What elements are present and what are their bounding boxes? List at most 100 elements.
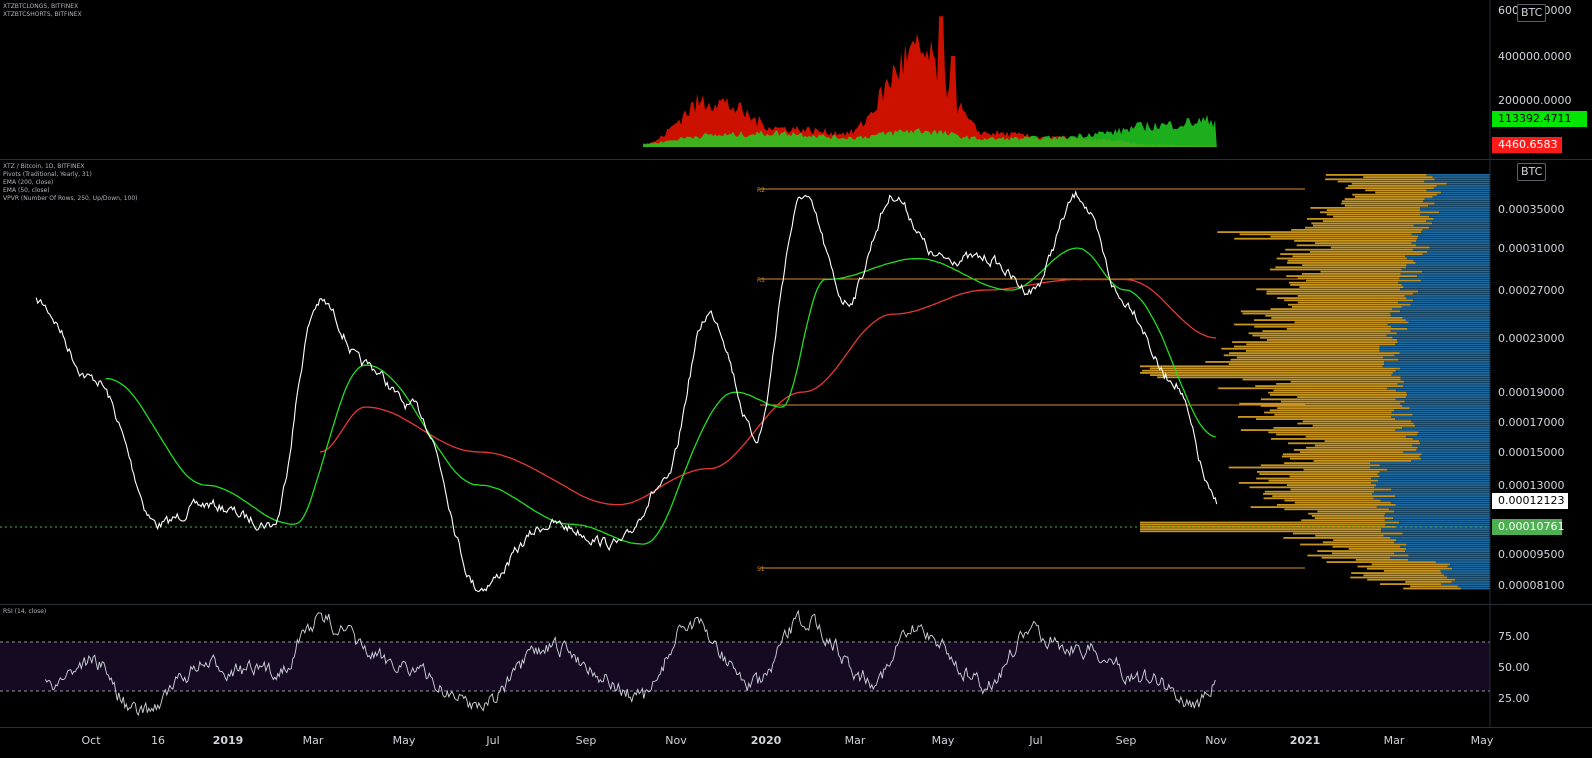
- vpvr-bar-down: [1262, 330, 1391, 332]
- vpvr-bar-down: [1274, 413, 1413, 416]
- vpvr-bar-down: [1284, 462, 1370, 464]
- time-axis[interactable]: Oct 16 2019 Mar May Jul Sep Nov 2020 Mar May Jul Sep…: [0, 728, 1592, 758]
- vpvr-bar-up: [1406, 297, 1490, 299]
- vpvr-bar-up: [1423, 200, 1490, 203]
- vpvr-bar-down: [1331, 552, 1395, 555]
- vpvr-bar-down: [1354, 196, 1433, 198]
- vpvr-bar-up: [1376, 484, 1490, 486]
- vpvr-bar-up: [1400, 288, 1490, 291]
- vpvr-bar-down: [1344, 198, 1425, 200]
- vpvr-bar-down: [1246, 343, 1396, 346]
- vpvr-bar-up: [1406, 548, 1490, 550]
- time-axis-label: May: [932, 734, 955, 747]
- vpvr-bar-up: [1411, 233, 1490, 236]
- vpvr-bar-down: [1286, 328, 1408, 330]
- vpvr-bar-down: [1302, 420, 1411, 423]
- shorts-area: [643, 16, 1217, 147]
- pane-separator[interactable]: [0, 159, 1592, 160]
- vpvr-bar-up: [1394, 510, 1490, 513]
- vpvr-bar-down: [1284, 499, 1381, 502]
- vpvr-bar-up: [1434, 202, 1490, 205]
- vpvr-bar-up: [1407, 328, 1490, 330]
- vpvr-bar-down: [1289, 475, 1380, 478]
- vpvr-bar-up: [1399, 521, 1490, 524]
- time-axis-label: 16: [151, 734, 165, 747]
- vpvr-bar-down: [1333, 539, 1397, 541]
- vpvr-bar-down: [1263, 493, 1373, 495]
- vpvr-bar-up: [1382, 365, 1490, 368]
- vpvr-bar-down: [1272, 495, 1396, 497]
- vpvr-bar-up: [1404, 380, 1490, 383]
- vpvr-bar-down: [1234, 323, 1388, 326]
- vpvr-bar-up: [1370, 462, 1490, 464]
- vpvr-bar-up: [1412, 444, 1490, 447]
- vpvr-bar-up: [1410, 303, 1490, 306]
- vpvr-bar-up: [1379, 350, 1490, 352]
- vpvr-bar-down: [1140, 521, 1400, 524]
- rsi-pane[interactable]: RSI (14, close) 75.00 50.00 25.00: [0, 605, 1592, 727]
- vpvr-bar-up: [1403, 286, 1490, 288]
- vpvr-bar-up: [1384, 363, 1490, 365]
- vpvr-bar-up: [1428, 215, 1490, 218]
- vpvr-bar-down: [1230, 358, 1399, 361]
- vpvr-bar-down: [1242, 312, 1391, 315]
- vpvr-bar-down: [1299, 451, 1403, 453]
- vpvr-bar-up: [1424, 180, 1490, 183]
- vpvr-bar-up: [1390, 312, 1490, 315]
- vpvr-bar-down: [1304, 226, 1430, 229]
- pane-separator[interactable]: [0, 604, 1592, 605]
- price-pane[interactable]: XTZ / Bitcoin, 1D, BITFINEX Pivots (Trad…: [0, 160, 1592, 604]
- vpvr-bar-down: [1290, 488, 1392, 491]
- vpvr-bar-up: [1400, 545, 1490, 548]
- currency-button[interactable]: BTC: [1517, 163, 1547, 181]
- time-axis-label: Sep: [576, 734, 597, 747]
- vpvr-bar-up: [1376, 506, 1490, 508]
- vpvr-bar-down: [1284, 299, 1414, 302]
- vpvr-bar-down: [1260, 398, 1396, 401]
- rsi-chart: 75.00 50.00 25.00: [0, 605, 1530, 727]
- vpvr-bar-down: [1142, 369, 1396, 372]
- currency-button[interactable]: BTC: [1517, 4, 1547, 22]
- vpvr-bar-down: [1341, 200, 1424, 203]
- vpvr-bar-down: [1300, 543, 1407, 546]
- vpvr-bar-up: [1413, 224, 1490, 227]
- vpvr-bar-up: [1394, 409, 1490, 412]
- time-axis-label: 2021: [1290, 734, 1321, 747]
- vpvr-bar-up: [1387, 387, 1490, 390]
- vpvr-bar-up: [1397, 341, 1490, 343]
- vpvr-bar-up: [1392, 308, 1490, 310]
- vpvr-bar-down: [1140, 372, 1393, 374]
- vpvr-bar-up: [1451, 581, 1490, 583]
- time-axis-label: 2020: [751, 734, 782, 747]
- vpvr-bar-down: [1286, 484, 1377, 486]
- vpvr-bar-down: [1288, 281, 1399, 284]
- vpvr-bar-down: [1290, 284, 1402, 286]
- vpvr-bar-up: [1391, 416, 1490, 418]
- vpvr-bar-up: [1393, 517, 1490, 519]
- time-axis-label: Nov: [1205, 734, 1227, 747]
- vpvr-bar-down: [1305, 446, 1418, 449]
- vpvr-bar-up: [1405, 255, 1490, 258]
- time-axis-label: Sep: [1116, 734, 1137, 747]
- vpvr-bar-down: [1379, 583, 1442, 585]
- rsi-legend: RSI (14, close): [3, 608, 46, 616]
- vpvr-bar-down: [1293, 449, 1417, 451]
- vpvr-bar-down: [1288, 303, 1411, 306]
- vpvr-bar-up: [1417, 433, 1490, 436]
- vpvr-bar-down: [1303, 468, 1388, 471]
- vpvr-bar-up: [1405, 550, 1490, 552]
- vpvr-bar-up: [1377, 473, 1490, 475]
- vpvr-bar-down: [1260, 464, 1380, 467]
- vpvr-bar-up: [1406, 391, 1490, 394]
- longs-shorts-pane[interactable]: XTZBTCLONGS, BITFINEX XTZBTCSHORTS, BITF…: [0, 0, 1592, 159]
- time-axis-labels: Oct 16 2019 Mar May Jul Sep Nov 2020 Mar May Jul Sep…: [81, 734, 1493, 747]
- vpvr-bar-down: [1314, 242, 1412, 244]
- price-chart: R2 R1 S1 0.00035000 0.00031000 0.0002700…: [0, 160, 1564, 604]
- vpvr-bar-up: [1435, 561, 1490, 563]
- vpvr-bar-up: [1392, 336, 1490, 339]
- price-legend: XTZ / Bitcoin, 1D, BITFINEX Pivots (Trad…: [3, 163, 138, 203]
- vpvr-bar-up: [1385, 523, 1490, 526]
- vpvr-bar-up: [1397, 383, 1490, 385]
- vpvr-bar-down: [1325, 178, 1435, 181]
- vpvr-bar-up: [1411, 242, 1490, 244]
